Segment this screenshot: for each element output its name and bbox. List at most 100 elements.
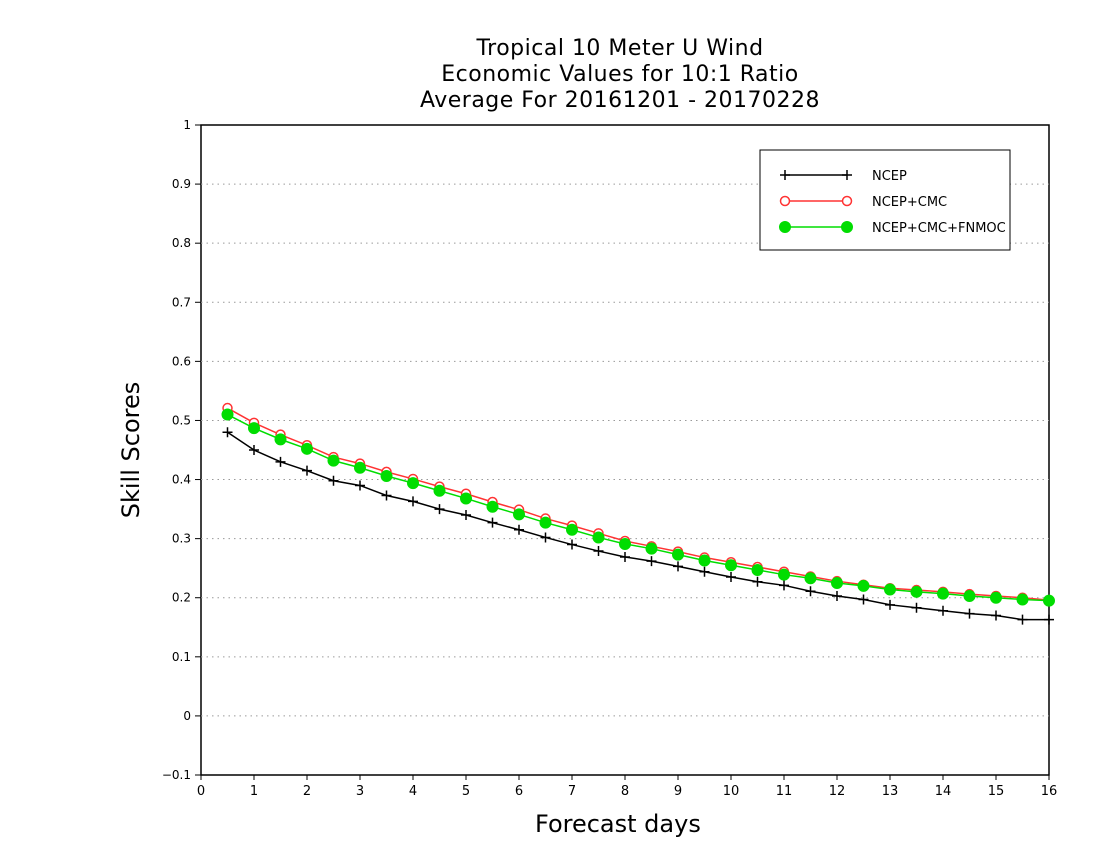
x-tick-label: 0	[197, 784, 205, 799]
x-tick-label: 12	[829, 784, 846, 799]
data-point	[486, 500, 499, 513]
data-point	[910, 585, 923, 598]
data-point	[673, 561, 683, 572]
x-tick-label: 5	[462, 784, 470, 799]
legend-marker	[780, 170, 790, 180]
data-point	[327, 454, 340, 467]
y-tick-label: 1	[183, 118, 191, 132]
data-point	[222, 427, 233, 438]
data-point	[301, 442, 313, 455]
data-point	[248, 422, 260, 435]
y-tick-label: 0.4	[172, 473, 191, 487]
data-point	[566, 523, 578, 536]
data-point	[699, 566, 710, 577]
legend-marker	[841, 221, 853, 233]
data-point	[381, 490, 392, 501]
x-tick-label: 15	[988, 784, 1005, 799]
x-tick-label: 7	[568, 784, 576, 799]
data-point	[620, 551, 630, 562]
data-point	[778, 568, 790, 581]
data-point	[911, 602, 922, 613]
x-tick-label: 11	[776, 784, 793, 799]
y-tick-label: 0.9	[172, 177, 191, 191]
data-point	[274, 433, 287, 446]
data-point	[302, 465, 312, 476]
data-point	[857, 579, 870, 592]
legend-label: NCEP+CMC+FNMOC	[872, 221, 1006, 236]
data-point	[354, 461, 366, 474]
data-point	[408, 496, 418, 507]
data-point	[963, 589, 976, 602]
data-point	[646, 556, 657, 567]
x-tick-label: 6	[515, 784, 523, 799]
y-axis-title: Skill Scores	[117, 381, 145, 519]
title-line-3: Average For 20161201 - 20170228	[419, 88, 821, 113]
y-tick-label: 0.5	[172, 413, 191, 427]
data-point	[1017, 614, 1028, 625]
x-axis-title: Forecast days	[535, 810, 701, 838]
data-point	[328, 475, 339, 486]
data-point	[433, 484, 446, 497]
data-point	[1044, 614, 1054, 625]
data-point	[221, 408, 234, 421]
legend-box	[759, 149, 1011, 251]
data-point	[1043, 594, 1055, 607]
x-tick-label: 3	[356, 784, 364, 799]
data-point	[619, 537, 631, 550]
data-point	[805, 586, 816, 597]
y-tick-label: 0.2	[172, 591, 191, 605]
data-point	[858, 594, 869, 605]
x-tick-label: 14	[935, 784, 952, 799]
data-point	[275, 456, 286, 467]
x-tick-label: 8	[621, 784, 629, 799]
data-point	[461, 510, 471, 520]
data-point	[487, 517, 498, 528]
data-point	[884, 583, 896, 596]
y-tick-label: 0.3	[172, 532, 191, 546]
data-point	[990, 591, 1002, 604]
legend-marker	[779, 195, 791, 207]
data-point	[513, 508, 525, 521]
data-point	[514, 524, 524, 535]
data-point	[751, 563, 764, 576]
data-point	[698, 554, 711, 567]
data-point	[752, 576, 763, 587]
legend: NCEP NCEP+CMC NCEP+CMC+FNMOC	[759, 149, 1011, 251]
data-point	[804, 572, 817, 585]
data-point	[779, 580, 789, 591]
legend-label: NCEP+CMC	[872, 195, 947, 210]
data-point	[937, 587, 949, 600]
data-point	[593, 546, 604, 557]
y-tick-label: −0.1	[162, 768, 191, 782]
data-point	[885, 599, 895, 610]
y-tick-label: 0.6	[172, 354, 191, 368]
data-point	[355, 480, 365, 491]
data-point	[380, 470, 393, 482]
data-point	[592, 531, 605, 544]
title-line-2: Economic Values for 10:1 Ratio	[441, 62, 799, 87]
y-tick-label: 0.1	[172, 650, 191, 664]
y-tick-label: 0	[183, 709, 191, 723]
legend-marker	[841, 195, 853, 207]
data-point	[991, 610, 1001, 621]
x-tick-label: 16	[1041, 784, 1058, 799]
data-point	[938, 605, 948, 616]
data-point	[645, 542, 658, 555]
series-ncep-cmc-fnmoc	[221, 408, 1055, 607]
data-point	[434, 504, 445, 515]
x-tick-label: 9	[674, 784, 682, 799]
data-point	[672, 548, 684, 561]
x-tick-label: 2	[303, 784, 311, 799]
data-point	[831, 576, 843, 589]
data-point	[407, 477, 419, 490]
data-point	[539, 516, 552, 529]
legend-marker	[779, 221, 791, 233]
x-tick-label: 4	[409, 784, 417, 799]
data-point	[460, 492, 472, 505]
x-tick-label: 10	[723, 784, 740, 799]
legend-label: NCEP	[872, 169, 907, 184]
data-point	[1016, 593, 1029, 606]
data-point	[725, 559, 737, 572]
y-tick-label: 0.7	[172, 295, 191, 309]
